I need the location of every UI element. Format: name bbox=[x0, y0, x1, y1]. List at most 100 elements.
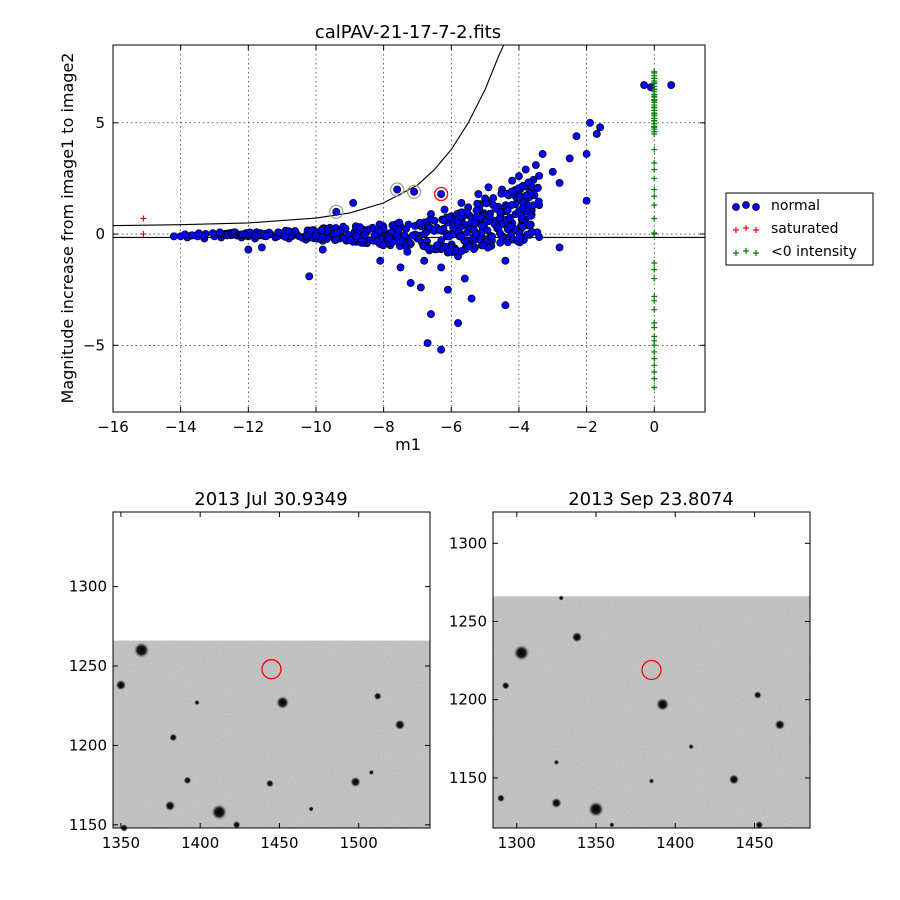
star bbox=[169, 733, 178, 742]
negative-intensity-point bbox=[651, 375, 658, 382]
left-image-title: 2013 Jul 30.9349 bbox=[194, 489, 347, 510]
normal-point bbox=[474, 190, 483, 198]
y-tick-label: 1200 bbox=[69, 736, 107, 754]
right-image-title: 2013 Sep 23.8074 bbox=[568, 489, 734, 510]
normal-point bbox=[514, 172, 523, 181]
image-noise bbox=[493, 596, 810, 828]
highlight-ring bbox=[406, 184, 422, 199]
x-tick-label: 1400 bbox=[656, 834, 694, 852]
normal-point bbox=[453, 218, 462, 227]
star bbox=[609, 822, 615, 828]
normal-point bbox=[473, 199, 482, 208]
normal-point bbox=[548, 167, 557, 176]
normal-point bbox=[317, 226, 326, 235]
left-image-content bbox=[113, 640, 430, 832]
scatter-x-ticks: −16 −14 −12 −10 −8 −6 −4 −2 0 bbox=[97, 45, 659, 436]
normal-point bbox=[355, 223, 364, 232]
x-tick-label: 0 bbox=[649, 418, 659, 436]
star bbox=[194, 699, 200, 706]
normal-point bbox=[586, 118, 594, 127]
target-ring bbox=[433, 186, 449, 202]
normal-point bbox=[395, 218, 404, 227]
normal-point bbox=[423, 243, 432, 252]
normal-point bbox=[515, 234, 524, 243]
scatter-y-label: Magnitude increase from image1 to image2 bbox=[58, 53, 77, 404]
normal-point bbox=[274, 228, 283, 237]
x-tick-label: −12 bbox=[232, 418, 264, 436]
highlight-ring bbox=[390, 182, 405, 197]
image-panel-left: 2013 Jul 30.9349 1350 1400 1450 1500 1150 120… bbox=[69, 489, 431, 852]
left-image-ticks: 1350 1400 1450 1500 1150 1200 1250 1300 bbox=[69, 512, 430, 852]
normal-point bbox=[416, 283, 425, 292]
star bbox=[183, 776, 192, 785]
normal-point bbox=[244, 245, 253, 254]
x-tick-label: −6 bbox=[440, 418, 462, 436]
star bbox=[368, 769, 374, 776]
scatter-x-label: m1 bbox=[395, 435, 421, 454]
normal-point bbox=[305, 272, 314, 281]
star bbox=[115, 679, 127, 691]
x-tick-label: 1300 bbox=[498, 834, 536, 852]
normal-point bbox=[531, 161, 540, 170]
normal-point bbox=[471, 230, 480, 238]
x-tick-label: −2 bbox=[576, 418, 598, 436]
star bbox=[728, 774, 740, 785]
normal-point bbox=[385, 234, 394, 243]
normal-point bbox=[360, 231, 369, 240]
star bbox=[588, 801, 604, 818]
normal-point bbox=[345, 236, 354, 245]
star bbox=[501, 681, 510, 690]
star bbox=[755, 820, 764, 829]
star bbox=[558, 595, 564, 601]
star bbox=[513, 644, 530, 661]
normal-point bbox=[484, 183, 493, 192]
negative-intensity-point bbox=[651, 324, 658, 331]
normal-point bbox=[507, 187, 516, 196]
x-tick-label: −4 bbox=[508, 418, 530, 436]
x-tick-label: 1350 bbox=[577, 834, 615, 852]
negative-intensity-point bbox=[651, 70, 658, 77]
legend-box bbox=[725, 192, 874, 266]
normal-point bbox=[496, 229, 504, 238]
scatter-y-ticks: −5 0 5 bbox=[83, 114, 705, 354]
negative-intensity-point bbox=[651, 186, 658, 193]
star bbox=[373, 692, 382, 701]
y-tick-label: 1250 bbox=[449, 613, 487, 631]
left-image-frame bbox=[112, 511, 431, 829]
scatter-title: calPAV-21-17-7-2.fits bbox=[315, 22, 501, 43]
normal-point bbox=[533, 184, 542, 193]
star bbox=[656, 697, 670, 711]
normal-point bbox=[472, 206, 481, 215]
normal-point bbox=[443, 285, 452, 294]
right-image-content bbox=[493, 595, 810, 829]
normal-point bbox=[397, 237, 406, 246]
normal-point bbox=[435, 226, 444, 235]
normal-point bbox=[457, 198, 466, 207]
normal-point bbox=[445, 247, 454, 256]
normal-point bbox=[485, 212, 494, 221]
normal-point bbox=[440, 205, 449, 214]
normal-point bbox=[572, 132, 581, 141]
normal-point bbox=[410, 187, 419, 196]
star bbox=[571, 631, 583, 643]
normal-point bbox=[525, 221, 534, 229]
negative-intensity-point bbox=[651, 266, 658, 273]
x-tick-label: 1450 bbox=[735, 834, 773, 852]
star bbox=[211, 804, 227, 820]
normal-point bbox=[194, 229, 203, 238]
y-tick-label: −5 bbox=[83, 336, 105, 354]
negative-intensity-point bbox=[651, 297, 658, 304]
star bbox=[753, 691, 762, 699]
normal-point bbox=[437, 263, 446, 272]
normal-point bbox=[457, 232, 466, 241]
normal-point bbox=[257, 243, 266, 252]
normal-point bbox=[482, 199, 491, 208]
normal-point bbox=[423, 339, 432, 347]
upper-threshold-curve bbox=[113, 45, 505, 227]
negative-intensity-point bbox=[651, 348, 658, 355]
normal-point bbox=[437, 190, 446, 198]
normal-point bbox=[517, 212, 526, 221]
normal-point bbox=[239, 230, 248, 239]
normal-point bbox=[352, 232, 361, 241]
normal-point bbox=[415, 218, 424, 227]
